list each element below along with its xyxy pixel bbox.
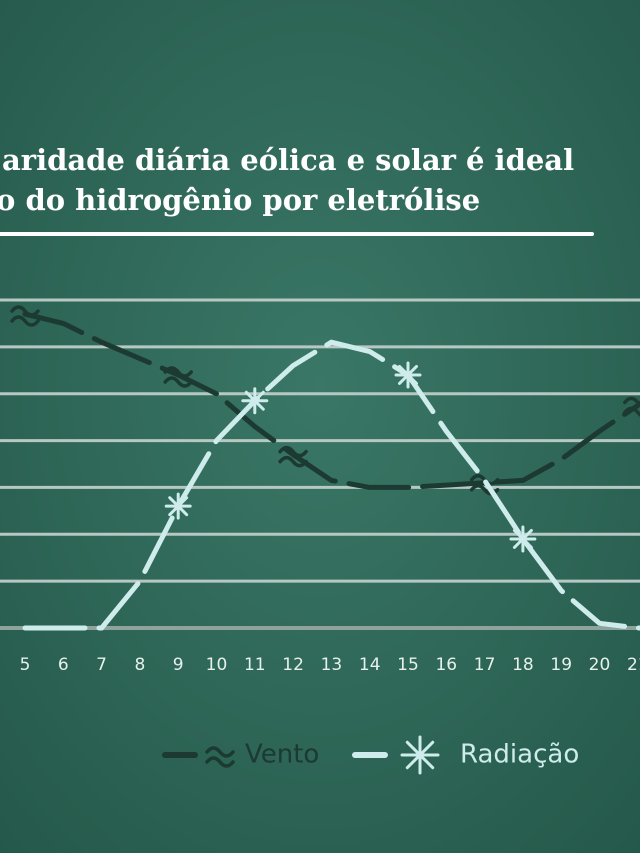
wave-stroke [623,396,640,407]
x-tick-label: 17 [474,655,496,675]
marker-star [400,735,440,775]
point-marker [10,305,40,327]
wave-stroke [10,315,40,327]
x-tick-label: 15 [397,655,419,675]
series-line [22,311,640,490]
x-tick-label: 12 [282,655,304,675]
star-stroke [394,361,422,389]
x-tick-label: 14 [359,655,381,675]
x-tick-label: 9 [173,655,184,675]
x-tick-label: 8 [134,655,145,675]
point-marker [164,492,192,520]
x-tick-label: 16 [435,655,457,675]
x-tick-label: 5 [20,655,31,675]
wave-stroke [278,455,308,468]
wave-stroke [10,305,40,317]
star-stroke [164,492,192,520]
x-tick-label: 11 [244,655,266,675]
star-stroke [400,735,440,775]
point-marker [394,361,422,389]
x-tick-label: 18 [512,655,534,675]
x-tick-label: 19 [550,655,572,675]
series-line [22,339,640,631]
wave-stroke [163,376,193,388]
star-stroke [241,387,269,415]
wave-stroke [623,406,640,417]
chart-title: o do hidrogênio por eletrólise [0,183,480,217]
wave-stroke [205,746,235,758]
wave-stroke [163,366,193,378]
legend-label: Radiação [460,740,579,770]
wave-stroke [278,445,308,458]
chart-title: aridade diária eólica e solar é ideal [2,143,574,177]
point-marker [623,396,640,417]
x-tick-label: 20 [589,655,611,675]
wave-stroke [205,756,235,768]
legend: Vento Radiação [162,735,579,775]
star-stroke [509,525,537,553]
legend-label: Vento [245,740,319,770]
point-marker [278,445,308,468]
point-marker [163,366,193,388]
x-tick-label: 6 [58,655,69,675]
x-tick-label: 7 [96,655,107,675]
marker-wave [205,746,235,768]
point-marker [509,525,537,553]
x-tick-label: 21 [627,655,640,675]
point-marker [241,387,269,415]
x-tick-label: 13 [321,655,343,675]
x-tick-label: 10 [206,655,228,675]
